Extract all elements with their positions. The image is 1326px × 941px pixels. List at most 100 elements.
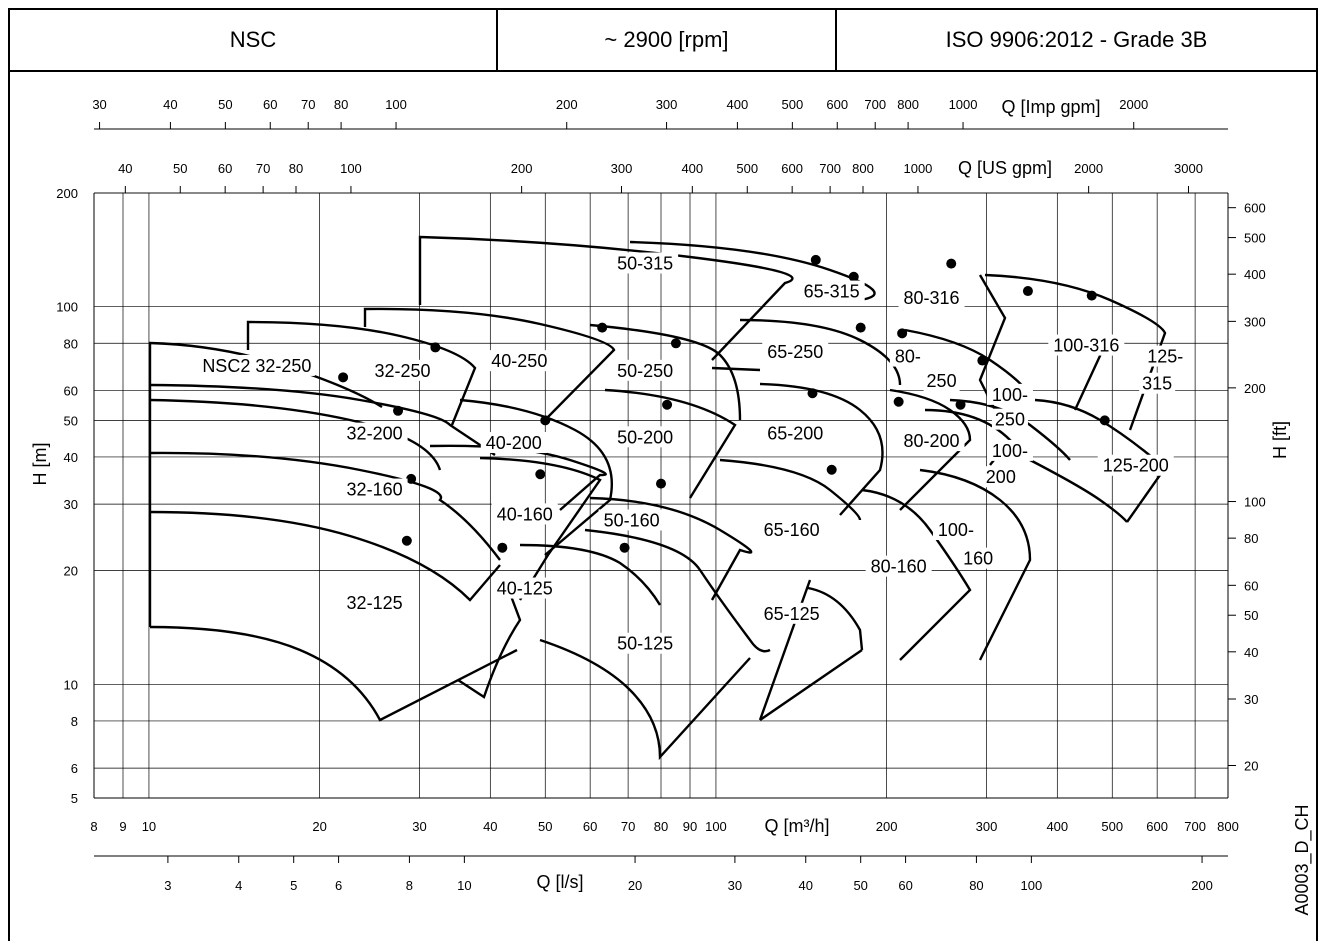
zone-label: 50-160: [604, 510, 660, 530]
zone-label-bg: [341, 478, 408, 500]
x-tick-label: 90: [683, 819, 697, 834]
zone-label-bg: [612, 252, 679, 274]
y-tick-label: 80: [64, 336, 78, 351]
pump-curve: [418, 235, 794, 361]
y-axis-label: H [m]: [30, 443, 50, 486]
ls-tick-label: 8: [406, 878, 413, 893]
pump-curve: [363, 307, 616, 421]
imp-tick-label: 80: [334, 97, 348, 112]
zone-label-bg: [612, 359, 679, 381]
imp-tick-label: 50: [218, 97, 232, 112]
y-tick-label: 100: [56, 300, 78, 315]
zone-label: 40-125: [497, 579, 553, 599]
zone-label: 65-200: [767, 424, 823, 444]
us-tick-label: 400: [681, 161, 703, 176]
zone-label-bg: [991, 408, 1028, 430]
pump-curve: [589, 496, 753, 601]
zone-label: 100-: [992, 385, 1028, 405]
ls-tick-label: 6: [335, 878, 342, 893]
bep-point: [807, 388, 818, 399]
ls-tick-label: 30: [728, 878, 742, 893]
ls-tick-label: 100: [1021, 878, 1043, 893]
zone-label-bg: [486, 350, 553, 372]
zone-label: 125-200: [1103, 456, 1169, 476]
pump-curve: [604, 388, 737, 499]
y-tick-label: 20: [64, 564, 78, 579]
ft-tick-label: 500: [1244, 231, 1266, 246]
bep-point: [1086, 290, 1097, 301]
speed-label: ~ 2900 [rpm]: [498, 10, 837, 70]
x-tick-label: 70: [621, 819, 635, 834]
zone-label: 100-: [938, 520, 974, 540]
bep-point: [893, 396, 904, 407]
zone-label-bg: [865, 555, 932, 577]
zone-label-bg: [898, 430, 965, 452]
zone-label: 80-: [895, 347, 921, 367]
zone-label-bg: [1097, 454, 1174, 476]
zone-label-bg: [341, 422, 408, 444]
us-tick-label: 2000: [1074, 161, 1103, 176]
zone-label: 160: [963, 549, 993, 569]
x-tick-label: 10: [142, 819, 156, 834]
zone-label-bg: [762, 341, 829, 363]
us-tick-label: 50: [173, 161, 187, 176]
pump-curve: [889, 388, 972, 511]
zone-label-bg: [982, 466, 1019, 488]
imp-tick-label: 30: [92, 97, 106, 112]
y-tick-label: 60: [64, 383, 78, 398]
bep-point: [401, 535, 412, 546]
zone-label-bg: [480, 432, 547, 454]
x-axis-label: Q [m³/h]: [764, 816, 829, 836]
ls-tick-label: 60: [898, 878, 912, 893]
y-tick-label: 200: [56, 186, 78, 201]
zone-label: 65-125: [764, 604, 820, 624]
imp-tick-label: 700: [864, 97, 886, 112]
ft-tick-label: 100: [1244, 495, 1266, 510]
ft-tick-label: 40: [1244, 645, 1258, 660]
x-tick-label: 800: [1217, 819, 1239, 834]
us-tick-label: 300: [611, 161, 633, 176]
y-tick-label: 50: [64, 413, 78, 428]
imp-tick-label: 100: [385, 97, 407, 112]
imp-tick-label: 500: [782, 97, 804, 112]
y-tick-label: 5: [71, 791, 78, 806]
ls-tick-label: 5: [290, 878, 297, 893]
zone-label-bg: [491, 577, 558, 599]
x-tick-label: 600: [1146, 819, 1168, 834]
bep-point: [662, 399, 673, 410]
ls-tick-label: 50: [853, 878, 867, 893]
pump-curve: [711, 366, 761, 372]
bep-point: [977, 355, 988, 366]
x-tick-label: 500: [1101, 819, 1123, 834]
zone-label: 50-200: [617, 427, 673, 447]
zone-label: 100-316: [1053, 336, 1119, 356]
bep-point: [338, 372, 349, 383]
zone-label-bg: [960, 547, 997, 569]
zone-label-bg: [1142, 345, 1189, 367]
standard-label: ISO 9906:2012 - Grade 3B: [945, 27, 1208, 52]
zone-label-bg: [491, 503, 558, 525]
us-gpm-axis-label: Q [US gpm]: [958, 158, 1052, 178]
zone-label: 50-125: [617, 634, 673, 654]
bep-point: [535, 469, 546, 480]
us-tick-label: 200: [511, 161, 533, 176]
ls-tick-label: 4: [235, 878, 242, 893]
bep-point: [810, 254, 821, 265]
pump-curve: [457, 579, 522, 699]
pump-curve: [924, 408, 1012, 466]
imp-tick-label: 2000: [1119, 97, 1148, 112]
us-tick-label: 70: [256, 161, 270, 176]
zone-label: 315: [1142, 374, 1172, 394]
zone-label-bg: [369, 359, 436, 381]
zone-label-bg: [198, 354, 315, 376]
x-tick-label: 9: [119, 819, 126, 834]
y-tick-label: 6: [71, 761, 78, 776]
bep-point: [656, 478, 666, 489]
imp-tick-label: 200: [556, 97, 578, 112]
zone-label: 40-160: [497, 504, 553, 524]
zone-label-bg: [986, 439, 1033, 461]
us-tick-label: 600: [781, 161, 803, 176]
imp-gpm-axis-label: Q [Imp gpm]: [1001, 97, 1100, 117]
